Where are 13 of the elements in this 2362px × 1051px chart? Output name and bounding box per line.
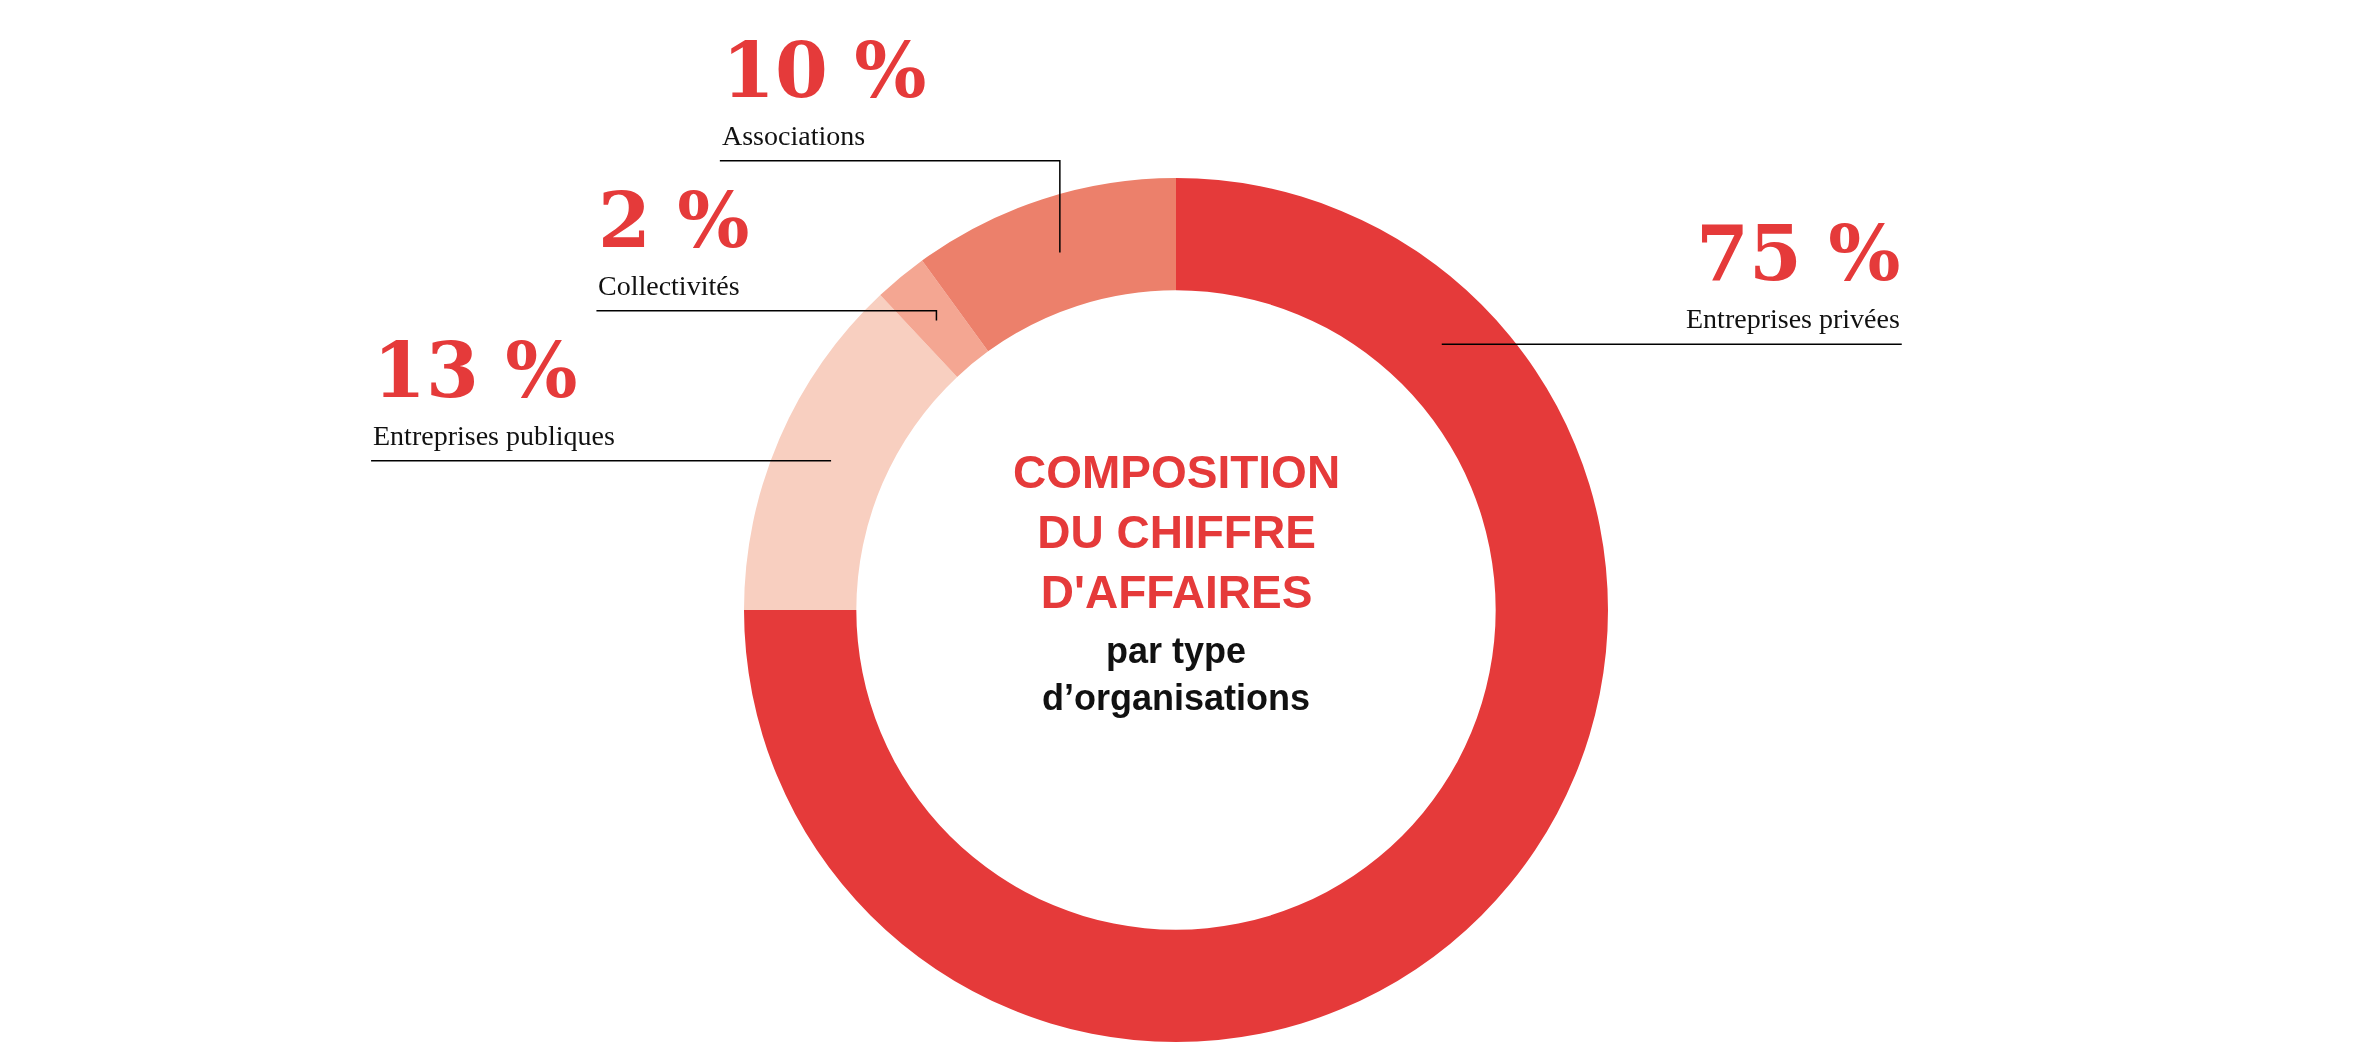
text: par type d’organisations	[1042, 630, 1311, 718]
data-label: 10 %	[722, 26, 927, 115]
donut-slice	[922, 178, 1176, 352]
slice-label: Entreprises publiques	[373, 420, 615, 451]
donut-slice	[880, 260, 989, 377]
slice-label: Collectivités	[598, 270, 740, 301]
data-label: 13 %	[373, 326, 578, 415]
data-label: 75 %	[1696, 209, 1901, 298]
donut-slice	[744, 295, 958, 610]
slice-label: Associations	[722, 120, 866, 151]
data-label: 2 %	[598, 176, 750, 265]
slice-label: Entreprises privées	[1686, 303, 1900, 334]
text: COMPOSITION DU CHIFFRE D'AFFAIRES	[1013, 446, 1341, 618]
